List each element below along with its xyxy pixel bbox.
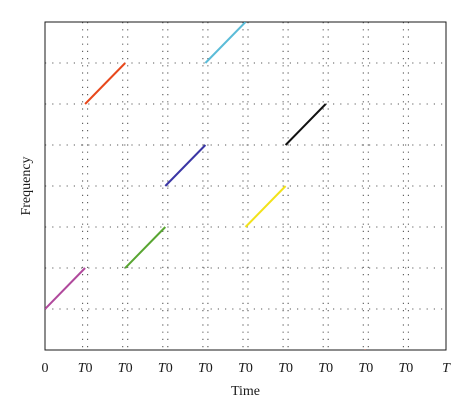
x-tick-label-italic-part: T <box>442 361 451 376</box>
x-tick-label-subscript-part: 0 <box>326 361 333 376</box>
x-tick-label: T0 <box>158 361 173 376</box>
x-tick-label: T0 <box>278 361 293 376</box>
chirp-segment-5 <box>204 22 247 64</box>
x-tick-label: 0 <box>42 361 49 376</box>
x-tick-label-subscript-part: 0 <box>42 361 49 376</box>
x-tick-label-italic-part: T <box>158 361 167 376</box>
x-tick-label: T0 <box>198 361 213 376</box>
x-tick-label: T0 <box>78 361 93 376</box>
x-tick-label: T0 <box>399 361 414 376</box>
x-tick-label-subscript-part: 0 <box>406 361 413 376</box>
plot-frame <box>44 21 447 351</box>
series-segments <box>45 22 366 350</box>
x-tick-label: T0 <box>238 361 253 376</box>
x-tick-label: T0 <box>318 361 333 376</box>
y-axis-label: Frequency <box>19 156 34 215</box>
x-tick-label-subscript-part: 0 <box>366 361 373 376</box>
x-tick-label-subscript-part: 0 <box>206 361 213 376</box>
x-tick-labels: 0 T0 T0 T0 T0 T0 T0 T0 T0 T0 T <box>42 361 452 376</box>
x-tick-label-subscript-part: 0 <box>286 361 293 376</box>
x-tick-label: T0 <box>358 361 373 376</box>
x-tick-label-italic-part: T <box>358 361 367 376</box>
x-tick-label-subscript-part: 0 <box>246 361 253 376</box>
chirp-segment-2 <box>84 62 126 105</box>
x-tick-label-italic-part: T <box>118 361 127 376</box>
x-tick-label: T0 <box>118 361 133 376</box>
x-tick-label-italic-part: T <box>198 361 207 376</box>
x-tick-label-italic-part: T <box>238 361 247 376</box>
chirp-segment-1 <box>45 267 86 310</box>
x-tick-label-italic-part: T <box>318 361 327 376</box>
x-tick-label-italic-part: T <box>399 361 408 376</box>
x-tick-label-subscript-part: 0 <box>166 361 173 376</box>
x-tick-label-italic-part: T <box>278 361 287 376</box>
chirp-segment-7 <box>284 103 327 146</box>
chirp-segment-6 <box>244 185 287 228</box>
chirp-segment-4 <box>164 144 207 187</box>
x-tick-label-subscript-part: 0 <box>85 361 92 376</box>
x-tick-label-italic-part: T <box>78 361 87 376</box>
chirp-segment-3 <box>124 226 167 269</box>
x-tick-label-subscript-part: 0 <box>126 361 133 376</box>
grid <box>45 22 446 350</box>
x-tick-label: T <box>442 361 451 376</box>
x-axis-label: Time <box>231 384 260 399</box>
